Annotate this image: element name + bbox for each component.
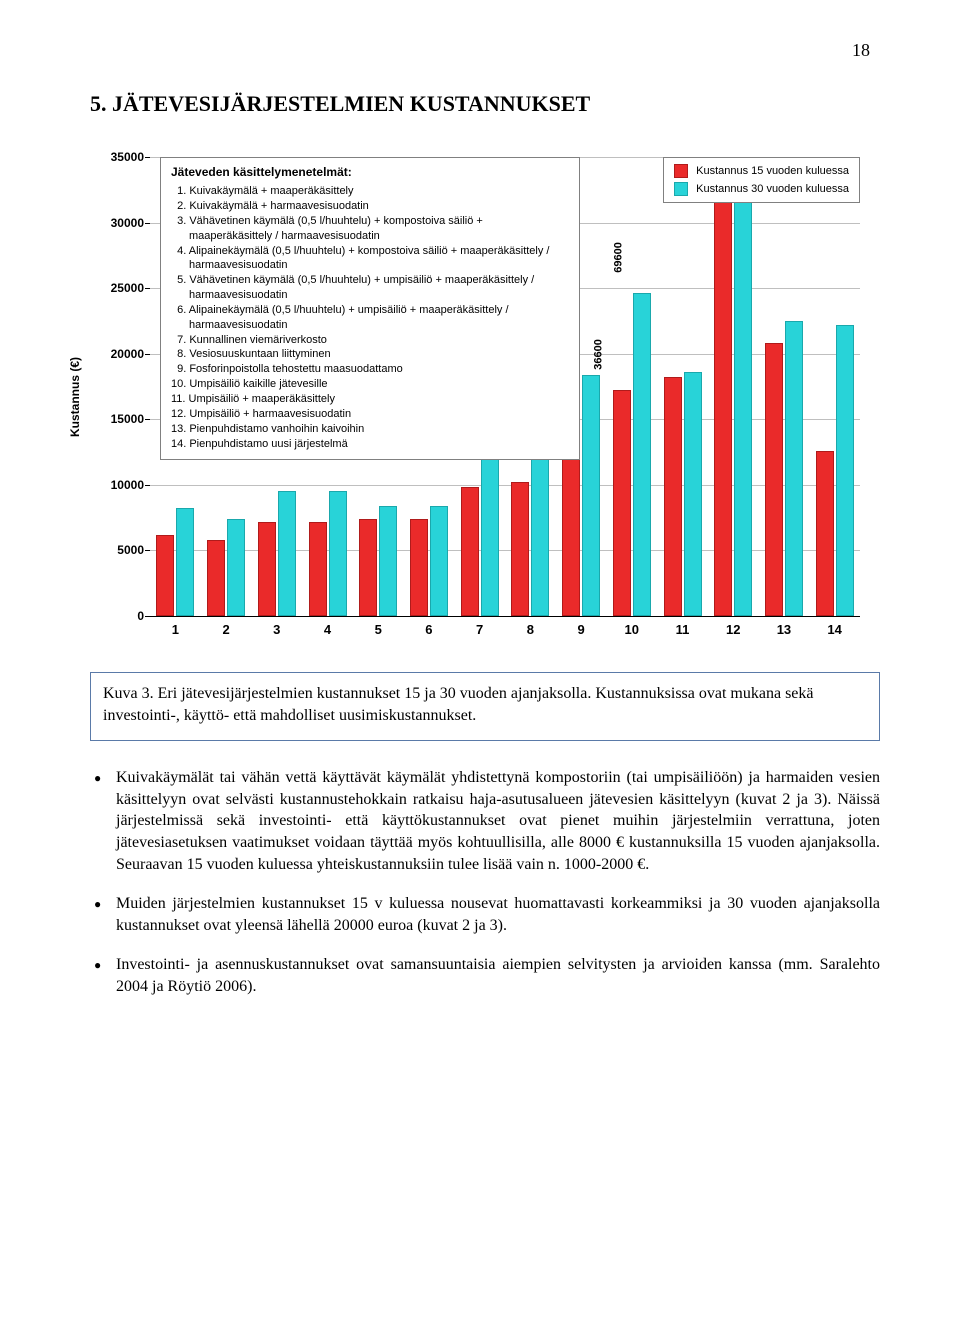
x-tick-label: 9 [577,616,584,637]
chart-legend: Kustannus 15 vuoden kuluessa Kustannus 3… [663,157,860,203]
x-tick-label: 14 [827,616,841,637]
bullet-list: Kuivakäymälät tai vähän vettä käyttävät … [90,767,880,997]
bar-red [156,535,174,616]
x-tick-label: 2 [222,616,229,637]
x-tick-label: 4 [324,616,331,637]
x-tick-label: 8 [527,616,534,637]
bar-red [816,451,834,616]
inset-item: 5. Vähävetinen käymälä (0,5 l/huuhtelu) … [171,273,569,303]
y-tick-label: 20000 [111,347,150,361]
bar-cyan [329,491,347,616]
inset-item: 1. Kuivakäymälä + maaperäkäsittely [171,184,569,199]
bar-cyan [785,321,803,616]
bar-cyan [836,325,854,616]
bar-red [511,482,529,616]
x-tick-label: 12 [726,616,740,637]
bar-red [714,157,732,616]
legend-item: Kustannus 30 vuoden kuluessa [674,182,849,196]
bar-red [359,519,377,616]
figure-caption: Kuva 3. Eri jätevesijärjestelmien kustan… [90,672,880,741]
inset-item: 3. Vähävetinen käymälä (0,5 l/huuhtelu) … [171,214,569,244]
bar-cyan [684,372,702,616]
legend-swatch-red [674,164,688,178]
bullet-item: Investointi- ja asennuskustannukset ovat… [90,954,880,997]
inset-item: 11. Umpisäiliö + maaperäkäsittely [171,392,569,407]
bar-cyan [734,157,752,616]
bar-cyan: 69600 [633,293,651,616]
section-heading: 5. JÄTEVESIJÄRJESTELMIEN KUSTANNUKSET [90,91,880,117]
y-tick-label: 5000 [117,543,150,557]
bar-red [664,377,682,616]
y-axis-label: Kustannus (€) [68,357,82,437]
y-tick-label: 10000 [111,478,150,492]
inset-item: 13. Pienpuhdistamo vanhoihin kaivoihin [171,422,569,437]
x-tick-label: 13 [777,616,791,637]
y-tick-label: 35000 [111,150,150,164]
bar-red [410,519,428,616]
y-tick-label: 0 [137,609,150,623]
bar-cyan [582,375,600,616]
x-tick-label: 3 [273,616,280,637]
cost-chart: Kustannus (€) 05000100001500020000250003… [90,147,870,647]
x-tick-label: 1 [172,616,179,637]
x-tick-label: 6 [425,616,432,637]
bar-red [461,487,479,616]
inset-item: 12. Umpisäiliö + harmaavesisuodatin [171,407,569,422]
bar-red [207,540,225,616]
inset-item: 9. Fosforinpoistolla tehostettu maasuoda… [171,362,569,377]
bar-red [765,343,783,616]
page-number: 18 [90,40,880,61]
bar-cyan [481,446,499,616]
inset-item: 7. Kunnallinen viemäriverkosto [171,333,569,348]
inset-item: 4. Alipainekäymälä (0,5 l/huuhtelu) + ko… [171,244,569,274]
inset-item: 2. Kuivakäymälä + harmaavesisuodatin [171,199,569,214]
x-tick-label: 11 [676,616,690,637]
x-tick-label: 5 [375,616,382,637]
bullet-item: Muiden järjestelmien kustannukset 15 v k… [90,893,880,936]
bar-red [309,522,327,616]
bar-red [562,448,580,616]
y-tick-label: 30000 [111,216,150,230]
inset-item: 8. Vesiosuuskuntaan liittyminen [171,347,569,362]
inset-item: 10. Umpisäiliö kaikille jätevesille [171,377,569,392]
legend-label: Kustannus 15 vuoden kuluessa [696,165,849,177]
legend-item: Kustannus 15 vuoden kuluessa [674,164,849,178]
legend-label: Kustannus 30 vuoden kuluessa [696,183,849,195]
legend-swatch-cyan [674,182,688,196]
bar-red: 36600 [613,390,631,616]
inset-title: Jäteveden käsittelymenetelmät: [171,164,569,180]
bar-cyan [176,508,194,616]
bar-value-label: 36600 [592,340,604,375]
bar-cyan [227,519,245,616]
bar-value-label: 69600 [612,243,624,278]
inset-item: 14. Pienpuhdistamo uusi järjestelmä [171,437,569,452]
x-tick-label: 7 [476,616,483,637]
bar-cyan [430,506,448,616]
bar-red [258,522,276,616]
x-tick-label: 10 [625,616,639,637]
bar-cyan [379,506,397,616]
methods-inset: Jäteveden käsittelymenetelmät: 1. Kuivak… [160,157,580,460]
y-tick-label: 25000 [111,281,150,295]
y-tick-label: 15000 [111,412,150,426]
bar-cyan [278,491,296,616]
inset-item: 6. Alipainekäymälä (0,5 l/huuhtelu) + um… [171,303,569,333]
bullet-item: Kuivakäymälät tai vähän vettä käyttävät … [90,767,880,875]
